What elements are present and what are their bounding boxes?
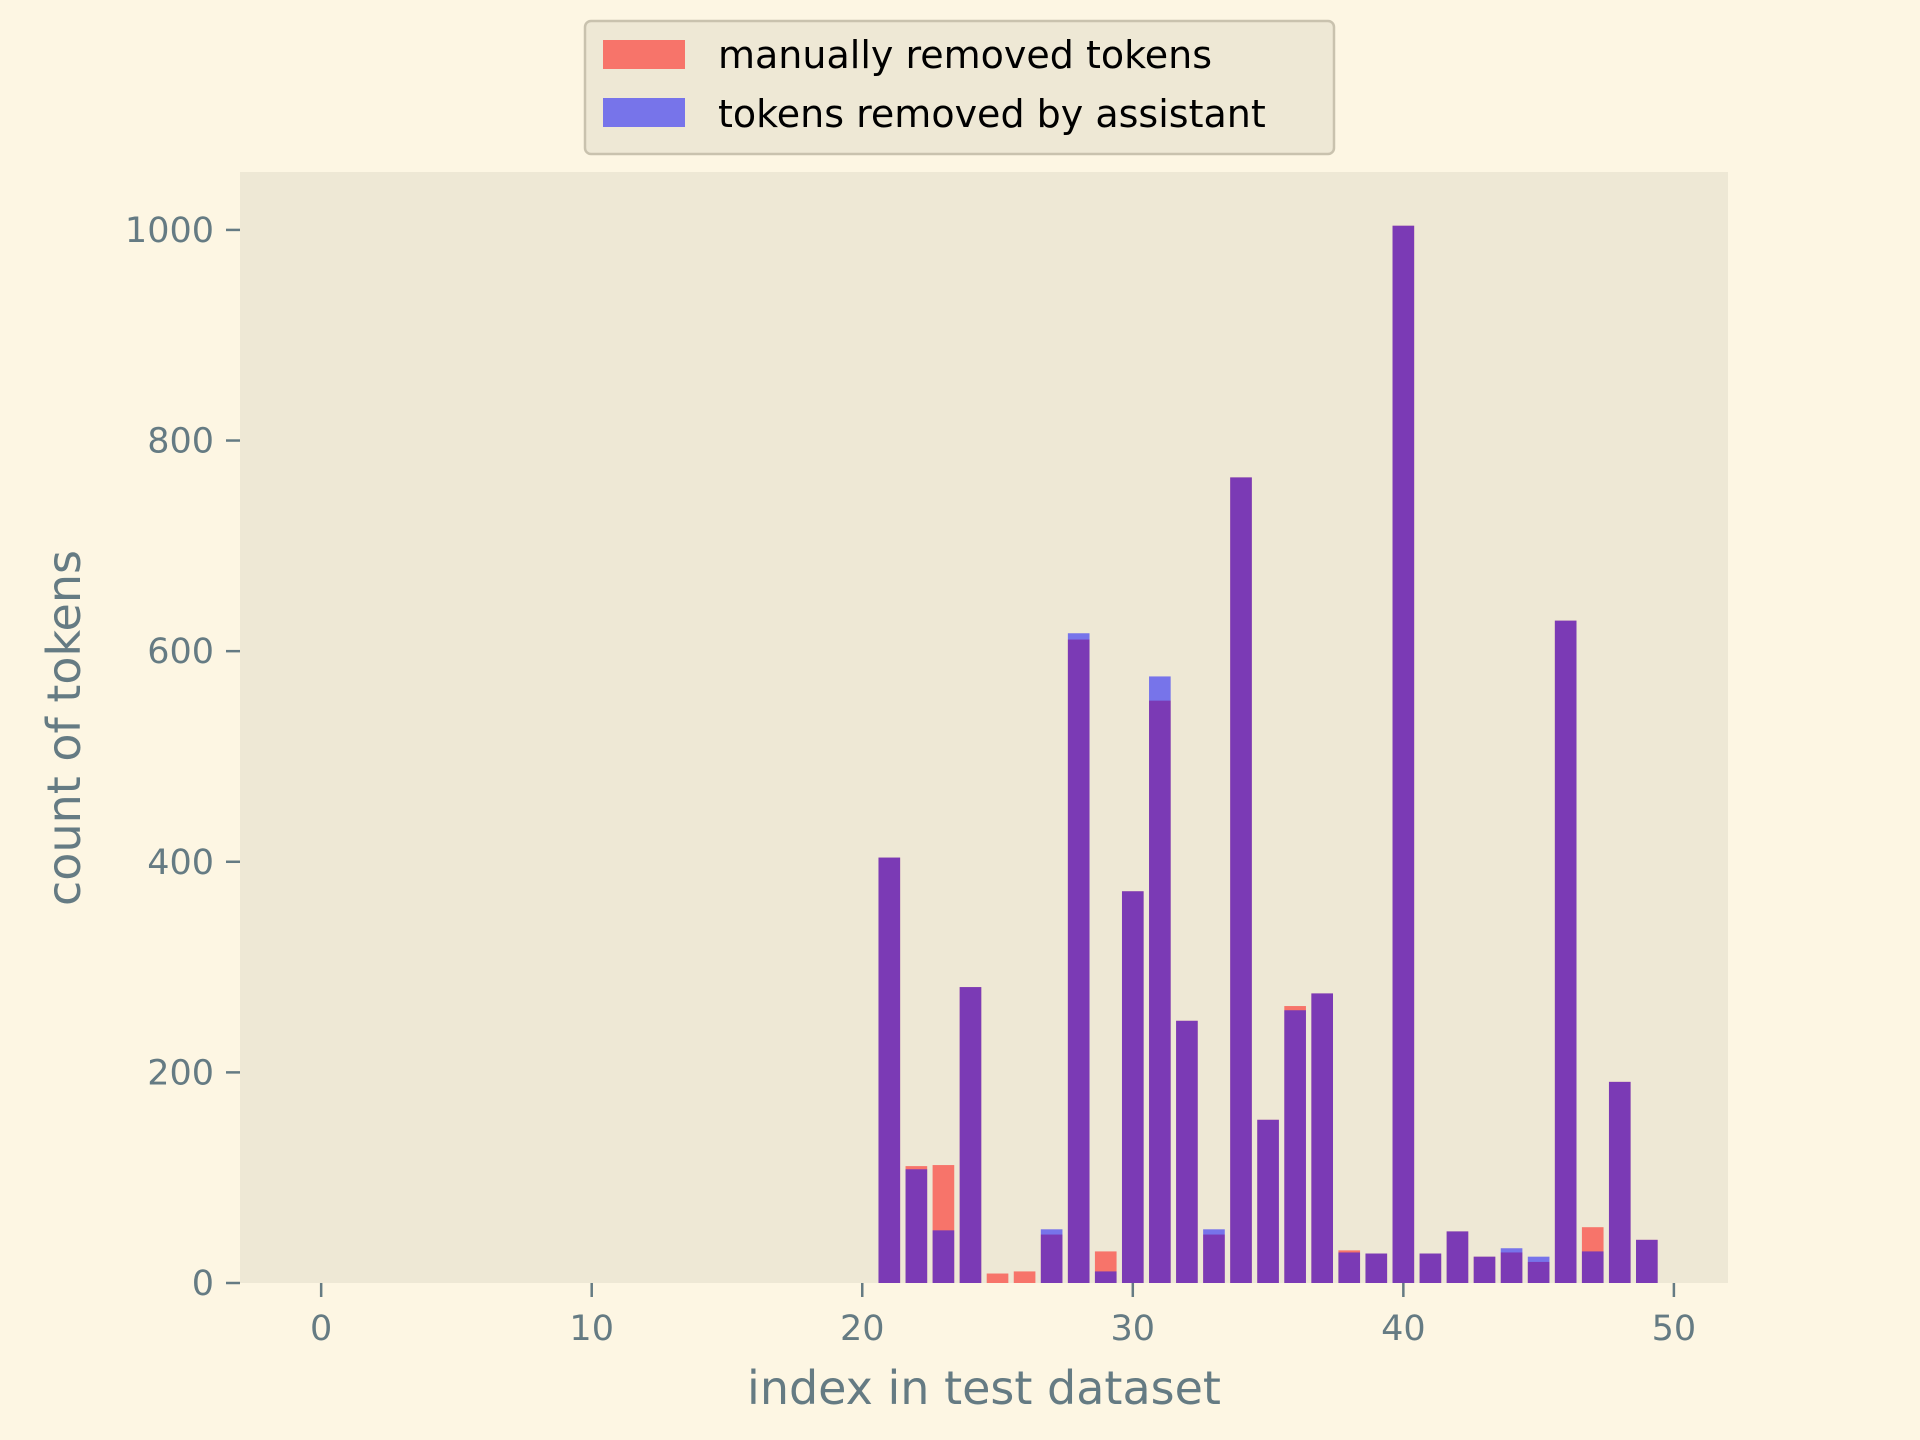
- plot-area: [240, 172, 1728, 1283]
- bar-assistant-46: [1554, 620, 1577, 1283]
- y-tick-label-800: 800: [147, 422, 214, 462]
- bar-manual-25: [986, 1273, 1009, 1283]
- bar-assistant-23: [932, 1230, 955, 1283]
- bar-assistant-43: [1473, 1256, 1496, 1283]
- bar-assistant-40: [1392, 225, 1415, 1283]
- x-tick-label-40: 40: [1381, 1309, 1426, 1349]
- bar-assistant-36: [1284, 1010, 1306, 1283]
- bar-assistant-35: [1257, 1119, 1279, 1283]
- bar-assistant-22: [905, 1169, 928, 1283]
- x-axis: 0 10 20 30 40 50: [310, 1283, 1696, 1349]
- y-tick-label-0: 0: [192, 1264, 214, 1304]
- bar-assistant-39: [1365, 1253, 1388, 1283]
- y-axis: 0 200 400 600 800 1000: [125, 211, 240, 1304]
- bar-assistant-21: [878, 857, 901, 1283]
- bar-assistant-24: [959, 987, 982, 1283]
- bar-assistant-37: [1311, 993, 1334, 1283]
- bar-assistant-49: [1636, 1239, 1658, 1283]
- x-tick-label-10: 10: [569, 1309, 614, 1349]
- y-axis-label: count of tokens: [37, 550, 91, 906]
- legend-swatch-assistant: [603, 98, 685, 127]
- bar-assistant-38: [1338, 1252, 1361, 1283]
- bar-assistant-31: [1149, 676, 1171, 1283]
- y-tick-label-200: 200: [147, 1053, 214, 1093]
- bar-assistant-42: [1446, 1231, 1469, 1283]
- bar-assistant-32: [1176, 1020, 1198, 1283]
- legend: manually removed tokens tokens removed b…: [583, 19, 1336, 156]
- bar-assistant-47: [1581, 1251, 1604, 1283]
- x-tick-label-50: 50: [1652, 1309, 1697, 1349]
- x-tick-label-30: 30: [1111, 1309, 1156, 1349]
- bar-assistant-27: [1040, 1229, 1063, 1283]
- y-tick-label-400: 400: [147, 843, 214, 883]
- bar-assistant-34: [1230, 477, 1252, 1283]
- bar-manual-26: [1013, 1271, 1036, 1283]
- y-tick-label-1000: 1000: [125, 211, 214, 251]
- bar-assistant-29: [1094, 1271, 1117, 1283]
- legend-box: [583, 19, 1336, 156]
- bar-assistant-33: [1203, 1229, 1225, 1283]
- bar-assistant-30: [1121, 891, 1144, 1283]
- bar-assistant-41: [1419, 1253, 1442, 1283]
- legend-label-manual: manually removed tokens: [718, 33, 1212, 77]
- y-tick-label-600: 600: [147, 632, 214, 672]
- bar-assistant-48: [1608, 1081, 1631, 1283]
- legend-swatch-manual: [603, 40, 685, 69]
- bar-assistant-28: [1067, 633, 1090, 1283]
- bar-assistant-45: [1527, 1256, 1550, 1283]
- bar-assistant-44: [1500, 1248, 1523, 1283]
- x-tick-label-0: 0: [310, 1309, 332, 1349]
- legend-label-assistant: tokens removed by assistant: [718, 92, 1266, 136]
- bars-group: [878, 225, 1658, 1283]
- x-axis-label: index in test dataset: [747, 1361, 1221, 1415]
- x-tick-label-20: 20: [840, 1309, 885, 1349]
